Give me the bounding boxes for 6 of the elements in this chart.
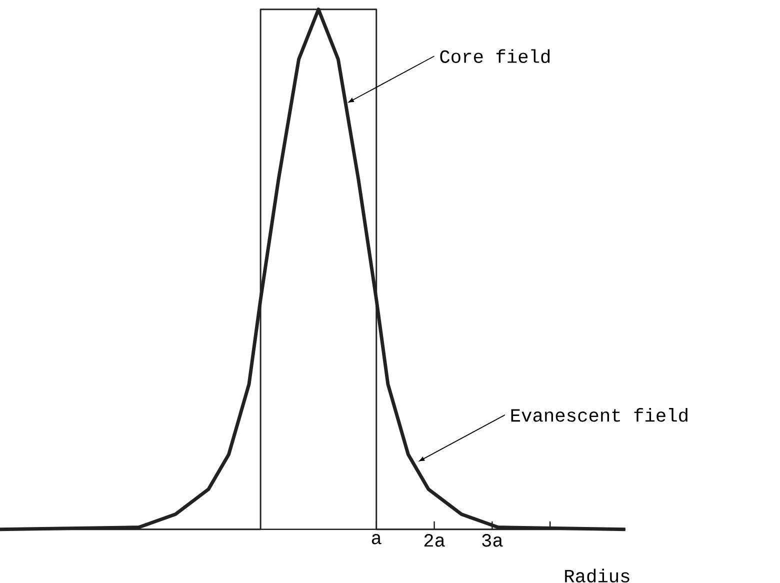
x-tick-label: 3a [482, 534, 503, 547]
annotation: Evanescent field [511, 408, 688, 422]
x-axis-title: Radius [565, 568, 630, 583]
x-tick-label: 2a [424, 534, 445, 547]
annotation: Core field [440, 49, 550, 64]
x-tick-label: a [372, 534, 382, 544]
